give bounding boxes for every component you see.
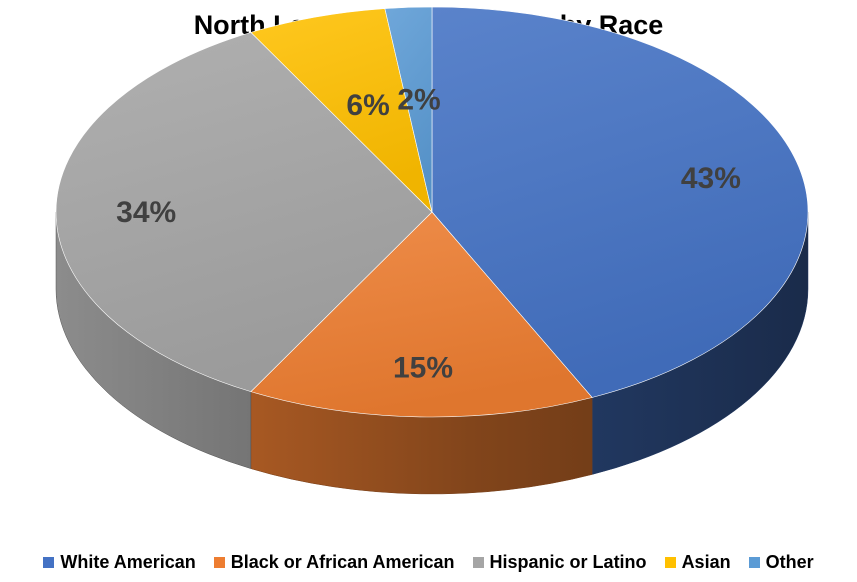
legend-item-asian: Asian [665,552,731,573]
legend-swatch [43,557,54,568]
legend-swatch [214,557,225,568]
legend-swatch [665,557,676,568]
legend-label: Black or African American [231,552,455,573]
legend-swatch [473,557,484,568]
data-label-white-american: 43% [681,162,741,195]
data-label-black-or-african-american: 15% [393,352,453,385]
legend-swatch [749,557,760,568]
data-label-hispanic-or-latino: 34% [116,196,176,229]
data-label-asian: 6% [346,89,389,122]
legend-item-black-or-african-american: Black or African American [214,552,455,573]
legend-label: Other [766,552,814,573]
data-label-other: 2% [397,84,440,117]
legend-label: Hispanic or Latino [490,552,647,573]
legend-item-white-american: White American [43,552,195,573]
legend-item-hispanic-or-latino: Hispanic or Latino [473,552,647,573]
legend-label: Asian [682,552,731,573]
legend-item-other: Other [749,552,814,573]
legend: White American Black or African American H… [0,549,857,575]
legend-label: White American [60,552,195,573]
